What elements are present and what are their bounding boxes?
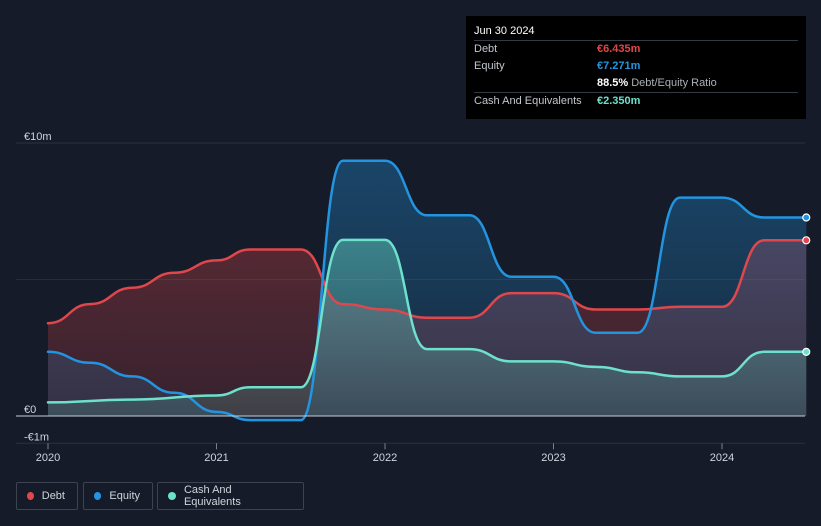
cash-area: [48, 239, 807, 416]
cash-end-marker[interactable]: [802, 347, 811, 356]
series-lines: [46, 159, 808, 422]
legend-cash-label: Cash And Equivalents: [183, 484, 241, 508]
x-tick-label: 2021: [204, 452, 228, 464]
axes: €10m €0 -€1m 2020 2021 2022 2023 2024: [16, 131, 805, 464]
equity-end-marker[interactable]: [802, 213, 811, 222]
y-tick-label: -€1m: [24, 431, 49, 443]
tooltip-row-equity: Equity €7.271m: [474, 58, 798, 75]
cash-line: [46, 238, 808, 404]
tooltip-row-ratio: 88.5% Debt/Equity Ratio: [474, 75, 798, 92]
legend-debt-label: Debt: [41, 490, 65, 502]
tooltip-equity-value: €7.271m: [597, 60, 641, 72]
y-tick-label: €10m: [24, 131, 52, 143]
equity-area: [48, 160, 807, 421]
debt-end-marker[interactable]: [802, 236, 811, 245]
equity-legend-dot-icon: [94, 492, 102, 500]
tooltip-debt-value: €6.435m: [597, 43, 641, 55]
tooltip-row-debt: Debt €6.435m: [474, 40, 798, 58]
tooltip-panel: Jun 30 2024 Debt €6.435m Equity €7.271m …: [466, 16, 806, 119]
series-areas: [48, 160, 807, 421]
tooltip-date: Jun 30 2024: [474, 25, 535, 37]
legend-item-debt[interactable]: Debt: [16, 482, 78, 510]
legend-item-cash[interactable]: Cash And Equivalents: [157, 482, 304, 510]
tooltip-ratio-label: Debt/Equity Ratio: [631, 77, 717, 89]
tooltip-cash-value: €2.350m: [597, 95, 641, 107]
tooltip-row-cash: Cash And Equivalents €2.350m: [474, 92, 798, 110]
x-tick-label: 2020: [36, 452, 60, 464]
legend-equity-label: Equity: [109, 490, 140, 502]
tooltip-equity-label: Equity: [474, 60, 505, 72]
debt-legend-dot-icon: [27, 492, 34, 500]
equity-line: [46, 159, 808, 422]
cash-legend-dot-icon: [168, 492, 176, 500]
tooltip-ratio-value: 88.5%: [597, 77, 629, 89]
tooltip-debt-label: Debt: [474, 43, 498, 55]
tooltip-cash-label: Cash And Equivalents: [474, 95, 582, 107]
x-tick-label: 2024: [710, 452, 734, 464]
x-tick-label: 2023: [541, 452, 565, 464]
legend-item-equity[interactable]: Equity: [83, 482, 153, 510]
end-markers: [802, 213, 811, 356]
y-tick-label: €0: [24, 404, 36, 416]
x-tick-label: 2022: [373, 452, 397, 464]
debt-line: [46, 239, 808, 325]
